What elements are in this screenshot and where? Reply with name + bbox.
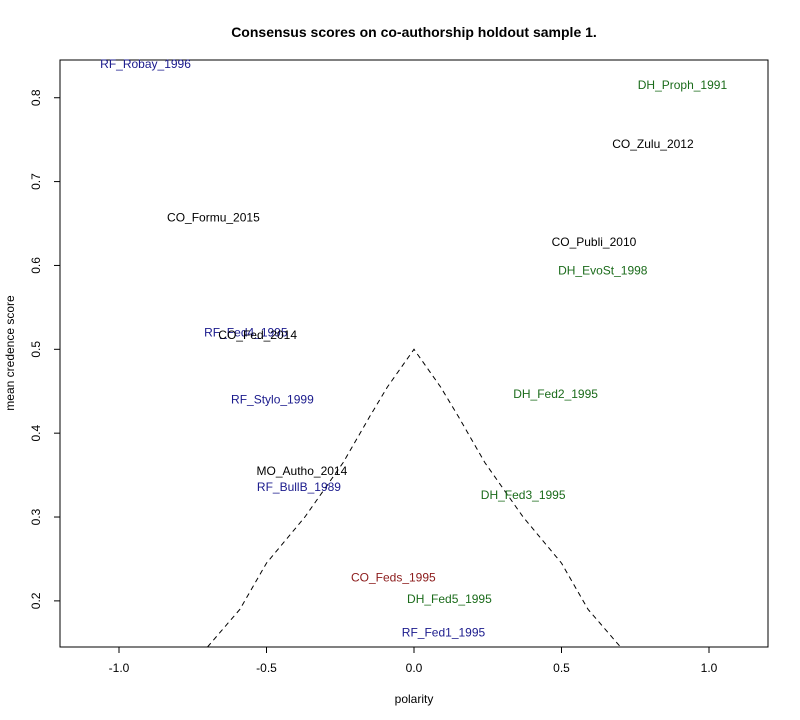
y-axis: 0.2 0.3 0.4 0.5 0.6 0.7 0.8	[29, 89, 61, 609]
x-tick-label: -1.0	[109, 661, 130, 675]
point-label: RF_Robay_1996	[100, 57, 191, 71]
x-axis-label: polarity	[395, 692, 434, 706]
point-label: CO_Publi_2010	[552, 235, 637, 249]
point-label: RF_Stylo_1999	[231, 393, 314, 407]
y-tick-label: 0.8	[29, 89, 43, 106]
y-tick-label: 0.2	[29, 592, 43, 609]
point-label: CO_Fed_2014	[218, 328, 297, 342]
point-label: CO_Formu_2015	[167, 211, 260, 225]
point-label: DH_Proph_1991	[638, 78, 728, 92]
point-label: RF_Fed1_1995	[402, 626, 486, 640]
point-label: RF_Fed4_1995	[204, 326, 288, 340]
y-tick-label: 0.3	[29, 508, 43, 525]
funnel-line	[207, 348, 621, 648]
data-points: RF_Robay_1996 DH_Proph_1991 CO_Zulu_2012 CO…	[100, 57, 727, 640]
point-label: MO_Autho_2014	[257, 464, 348, 478]
point-label: CO_Feds_1995	[351, 570, 436, 584]
y-tick-label: 0.6	[29, 257, 43, 274]
chart-title: Consensus scores on co-authorship holdou…	[231, 24, 597, 40]
point-label: DH_EvoSt_1998	[558, 263, 648, 277]
y-axis-label: mean credence score	[3, 295, 17, 411]
point-label: DH_Fed5_1995	[407, 592, 492, 606]
y-tick-label: 0.5	[29, 341, 43, 358]
x-tick-label: -0.5	[256, 661, 277, 675]
point-label: DH_Fed3_1995	[481, 488, 566, 502]
point-label: DH_Fed2_1995	[513, 387, 598, 401]
y-tick-label: 0.7	[29, 173, 43, 190]
y-tick-label: 0.4	[29, 425, 43, 442]
x-tick-label: 0.0	[406, 661, 423, 675]
point-label: RF_BullB_1989	[257, 480, 341, 494]
x-tick-label: 0.5	[553, 661, 570, 675]
x-axis: -1.0 -0.5 0.0 0.5 1.0	[109, 646, 718, 675]
point-label: CO_Zulu_2012	[612, 137, 694, 151]
x-tick-label: 1.0	[701, 661, 718, 675]
